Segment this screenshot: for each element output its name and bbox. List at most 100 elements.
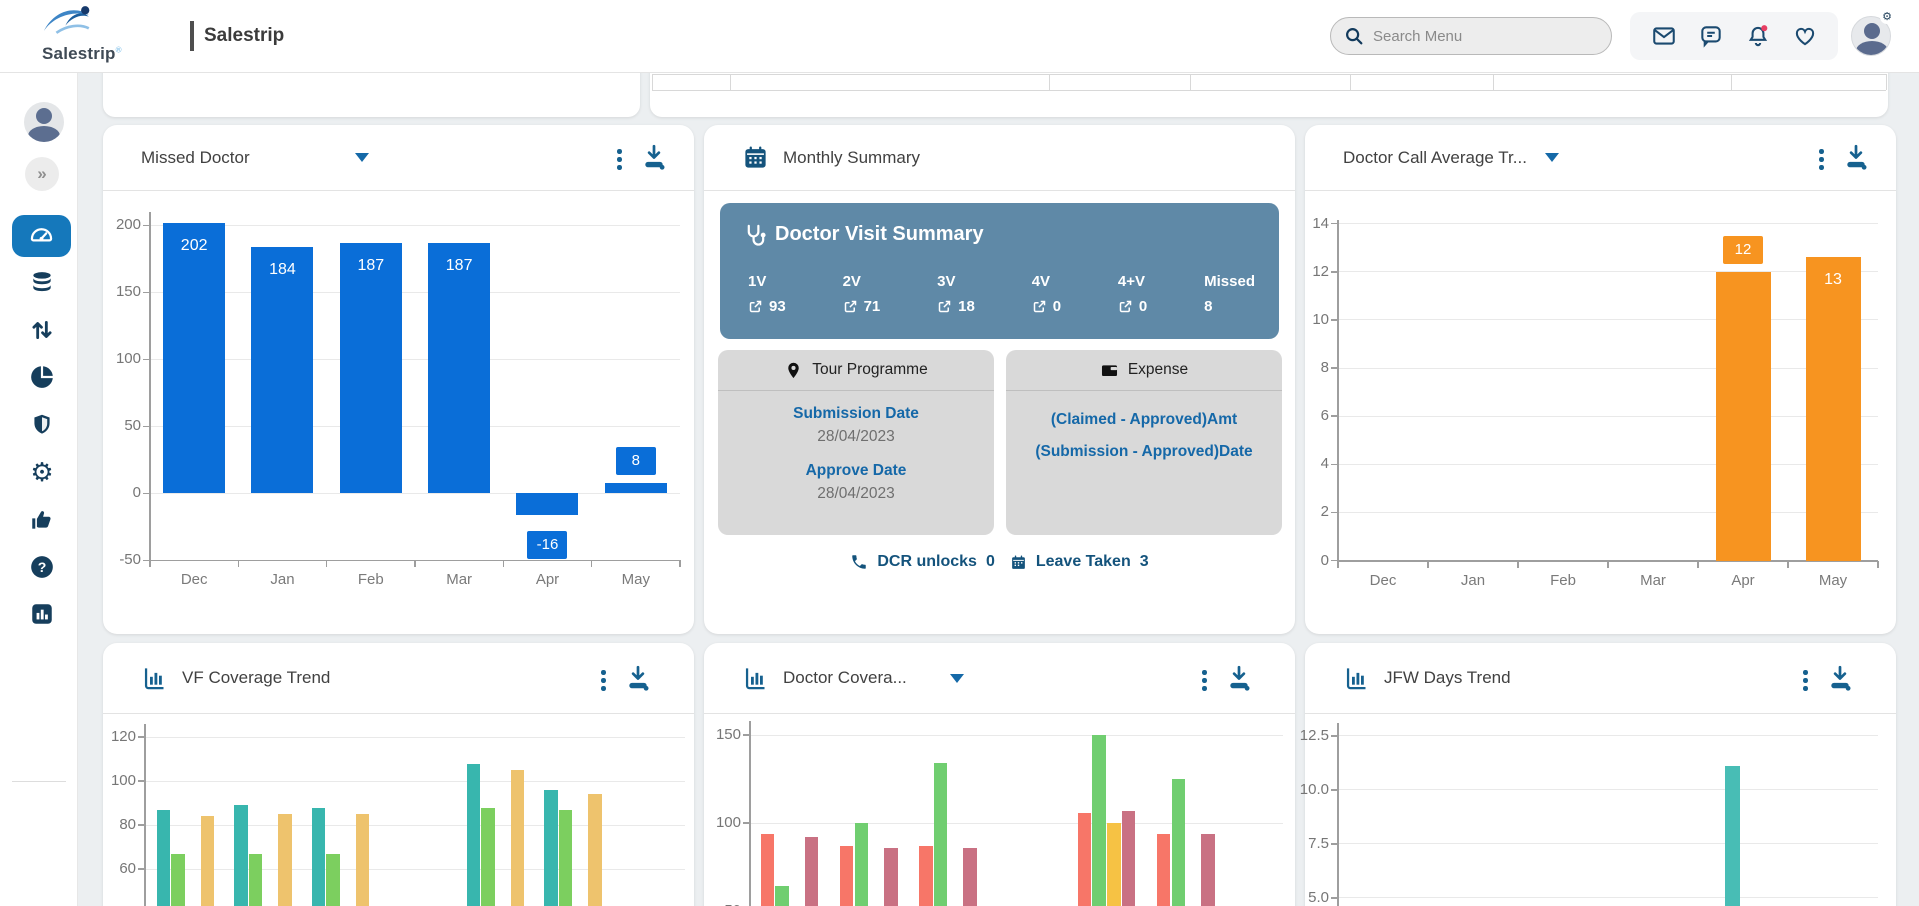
- kebab-menu-icon[interactable]: [1799, 666, 1812, 695]
- brand-logo[interactable]: Salestrip®: [40, 4, 170, 70]
- database-icon: [33, 272, 51, 292]
- bar[interactable]: [251, 246, 314, 494]
- expense-box: Expense (Claimed - Approved)Amt (Submiss…: [1006, 350, 1282, 535]
- gridline: [750, 734, 1283, 736]
- bar[interactable]: [311, 807, 326, 906]
- chevron-down-icon[interactable]: [355, 153, 369, 162]
- visit-col: 4V 0: [1032, 273, 1061, 315]
- bar[interactable]: [919, 845, 933, 906]
- bar[interactable]: [604, 482, 667, 494]
- bar[interactable]: [588, 794, 602, 906]
- visit-col: 4+V 0: [1118, 273, 1147, 315]
- sidebar-expand-button[interactable]: »: [25, 157, 59, 191]
- gridline: [150, 224, 680, 226]
- search-input[interactable]: [1373, 27, 1573, 45]
- bar[interactable]: [544, 790, 558, 906]
- sidebar-item-help[interactable]: ?: [29, 554, 55, 580]
- kebab-menu-icon[interactable]: [613, 145, 626, 174]
- sidebar-item-analytics[interactable]: [29, 601, 55, 627]
- bar[interactable]: [200, 816, 215, 906]
- bar[interactable]: [428, 242, 491, 494]
- bar[interactable]: [1171, 779, 1186, 906]
- bar[interactable]: [1805, 257, 1861, 561]
- bar[interactable]: [933, 763, 948, 906]
- bar[interactable]: [510, 770, 525, 906]
- bar[interactable]: [516, 493, 579, 515]
- expense-submission-approved-link[interactable]: (Submission - Approved)Date: [1035, 443, 1253, 460]
- help-icon: ?: [31, 556, 53, 578]
- bar[interactable]: [1156, 833, 1171, 906]
- vf-coverage-card: VF Coverage Trend 12010080604020: [103, 643, 694, 906]
- visit-col-value[interactable]: 0: [1118, 298, 1147, 315]
- bar[interactable]: [854, 823, 869, 906]
- thumbs-up-icon: [32, 511, 51, 529]
- bar[interactable]: [760, 833, 775, 906]
- sidebar-item-approvals[interactable]: [29, 507, 55, 533]
- y-tick-mark: [1331, 463, 1338, 466]
- bar[interactable]: [339, 242, 402, 494]
- visit-col-value: 8: [1204, 298, 1213, 315]
- avatar-settings-badge-icon[interactable]: ⚙: [1880, 10, 1894, 24]
- kebab-menu-icon[interactable]: [1815, 145, 1828, 174]
- download-icon[interactable]: [625, 663, 651, 693]
- download-icon[interactable]: [641, 142, 667, 172]
- bar[interactable]: [248, 853, 263, 906]
- favorites-icon[interactable]: [1792, 23, 1818, 49]
- bar[interactable]: [171, 853, 185, 906]
- bar[interactable]: [234, 805, 248, 906]
- download-icon[interactable]: [1226, 663, 1252, 693]
- bar[interactable]: [355, 814, 370, 906]
- user-avatar[interactable]: [1851, 16, 1891, 56]
- submission-date-label[interactable]: Submission Date: [793, 405, 919, 422]
- y-tick-label: 5.0: [1308, 888, 1329, 906]
- bar[interactable]: [1201, 833, 1215, 906]
- bar[interactable]: [326, 853, 340, 906]
- bar[interactable]: [163, 222, 226, 494]
- search-box[interactable]: [1330, 17, 1612, 55]
- bar-label: 13: [1824, 271, 1842, 289]
- bar[interactable]: [804, 837, 819, 906]
- download-icon[interactable]: [1827, 663, 1853, 693]
- bar[interactable]: [558, 809, 573, 906]
- vf-coverage-chart: 12010080604020: [111, 724, 685, 906]
- approve-date-label[interactable]: Approve Date: [805, 462, 907, 479]
- mail-icon[interactable]: [1651, 23, 1677, 49]
- bar[interactable]: [278, 814, 292, 906]
- bar[interactable]: [1121, 810, 1136, 906]
- chevron-down-icon[interactable]: [950, 674, 964, 683]
- sidebar-item-settings[interactable]: ⚙: [29, 459, 55, 485]
- sidebar-item-reports[interactable]: [29, 364, 55, 390]
- bar[interactable]: [466, 763, 481, 906]
- leave-taken-label[interactable]: Leave Taken: [1035, 553, 1131, 570]
- bar[interactable]: [963, 847, 977, 906]
- bar[interactable]: [839, 845, 854, 906]
- sidebar-item-security[interactable]: [29, 412, 55, 438]
- bar[interactable]: [1107, 823, 1121, 906]
- bar[interactable]: [884, 847, 898, 906]
- notifications-icon[interactable]: [1745, 23, 1771, 49]
- chat-icon[interactable]: [1698, 23, 1724, 49]
- download-icon[interactable]: [1843, 142, 1869, 172]
- kebab-menu-icon[interactable]: [597, 666, 610, 695]
- chevron-down-icon[interactable]: [1545, 153, 1559, 162]
- visit-col-value[interactable]: 0: [1032, 298, 1061, 315]
- bar[interactable]: [1092, 735, 1106, 906]
- bar[interactable]: [775, 886, 789, 906]
- bar-chart-icon: [32, 604, 52, 624]
- dcr-unlocks-label[interactable]: DCR unlocks: [877, 553, 977, 570]
- bar[interactable]: [1715, 271, 1771, 561]
- bar[interactable]: [156, 809, 171, 906]
- sidebar-item-dashboard[interactable]: [12, 215, 71, 257]
- sidebar-item-transactions[interactable]: [29, 317, 55, 343]
- visit-col-value[interactable]: 93: [748, 298, 786, 315]
- bar[interactable]: [481, 807, 495, 906]
- expense-claimed-approved-link[interactable]: (Claimed - Approved)Amt: [1050, 411, 1238, 428]
- bar[interactable]: [1077, 812, 1092, 906]
- visit-col-value[interactable]: 18: [937, 298, 975, 315]
- sidebar-avatar[interactable]: [24, 102, 64, 142]
- sidebar-item-database[interactable]: [29, 270, 55, 296]
- header-icon-group: [1630, 12, 1838, 60]
- kebab-menu-icon[interactable]: [1198, 666, 1211, 695]
- bar[interactable]: [1724, 766, 1740, 906]
- visit-col-value[interactable]: 71: [843, 298, 880, 315]
